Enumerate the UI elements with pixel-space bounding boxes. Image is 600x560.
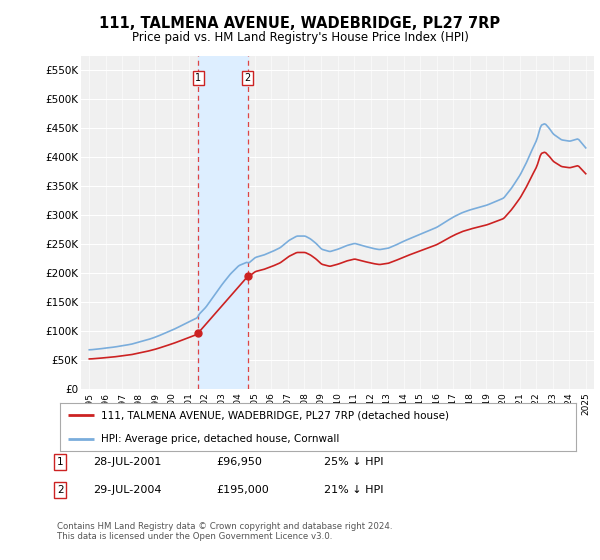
Text: £195,000: £195,000 <box>216 485 269 495</box>
Text: 25% ↓ HPI: 25% ↓ HPI <box>324 457 383 467</box>
Text: £96,950: £96,950 <box>216 457 262 467</box>
Bar <box>198 56 248 389</box>
Text: 2: 2 <box>57 485 64 495</box>
Text: Price paid vs. HM Land Registry's House Price Index (HPI): Price paid vs. HM Land Registry's House … <box>131 31 469 44</box>
Text: 21% ↓ HPI: 21% ↓ HPI <box>324 485 383 495</box>
Text: 28-JUL-2001: 28-JUL-2001 <box>93 457 161 467</box>
Text: 111, TALMENA AVENUE, WADEBRIDGE, PL27 7RP (detached house): 111, TALMENA AVENUE, WADEBRIDGE, PL27 7R… <box>101 410 449 420</box>
Text: 1: 1 <box>57 457 64 467</box>
Text: HPI: Average price, detached house, Cornwall: HPI: Average price, detached house, Corn… <box>101 434 340 444</box>
Text: 1: 1 <box>195 73 201 83</box>
Text: 29-JUL-2004: 29-JUL-2004 <box>93 485 161 495</box>
Text: 2: 2 <box>245 73 251 83</box>
Text: Contains HM Land Registry data © Crown copyright and database right 2024.
This d: Contains HM Land Registry data © Crown c… <box>57 522 392 542</box>
Text: 111, TALMENA AVENUE, WADEBRIDGE, PL27 7RP: 111, TALMENA AVENUE, WADEBRIDGE, PL27 7R… <box>100 16 500 31</box>
